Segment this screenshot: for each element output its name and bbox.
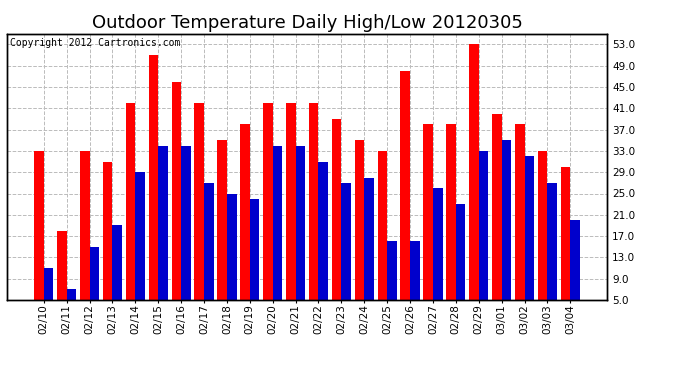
Bar <box>469 44 479 327</box>
Bar <box>309 103 319 327</box>
Bar <box>342 183 351 327</box>
Bar <box>433 188 442 327</box>
Bar <box>57 231 67 327</box>
Bar <box>227 194 237 327</box>
Bar <box>319 162 328 327</box>
Bar <box>515 124 524 327</box>
Bar <box>332 119 342 327</box>
Bar <box>538 151 547 327</box>
Bar <box>424 124 433 327</box>
Bar <box>286 103 295 327</box>
Bar <box>263 103 273 327</box>
Bar <box>204 183 214 327</box>
Bar <box>456 204 466 327</box>
Bar <box>561 167 571 327</box>
Bar <box>364 177 374 327</box>
Bar <box>112 225 122 327</box>
Bar <box>181 146 190 327</box>
Bar <box>295 146 305 327</box>
Bar <box>67 290 77 327</box>
Bar <box>410 242 420 327</box>
Bar <box>90 247 99 327</box>
Bar <box>502 140 511 327</box>
Bar <box>446 124 456 327</box>
Bar <box>524 156 534 327</box>
Bar <box>355 140 364 327</box>
Bar <box>492 114 502 327</box>
Bar <box>103 162 112 327</box>
Bar <box>273 146 282 327</box>
Bar <box>377 151 387 327</box>
Bar <box>547 183 557 327</box>
Bar <box>400 71 410 327</box>
Bar <box>250 199 259 327</box>
Title: Outdoor Temperature Daily High/Low 20120305: Outdoor Temperature Daily High/Low 20120… <box>92 14 522 32</box>
Bar <box>387 242 397 327</box>
Bar <box>34 151 43 327</box>
Bar <box>217 140 227 327</box>
Bar <box>172 82 181 327</box>
Bar <box>43 268 53 327</box>
Bar <box>479 151 489 327</box>
Bar <box>195 103 204 327</box>
Bar <box>135 172 145 327</box>
Bar <box>148 55 158 327</box>
Bar <box>126 103 135 327</box>
Bar <box>158 146 168 327</box>
Bar <box>80 151 90 327</box>
Bar <box>240 124 250 327</box>
Text: Copyright 2012 Cartronics.com: Copyright 2012 Cartronics.com <box>10 38 180 48</box>
Bar <box>571 220 580 327</box>
